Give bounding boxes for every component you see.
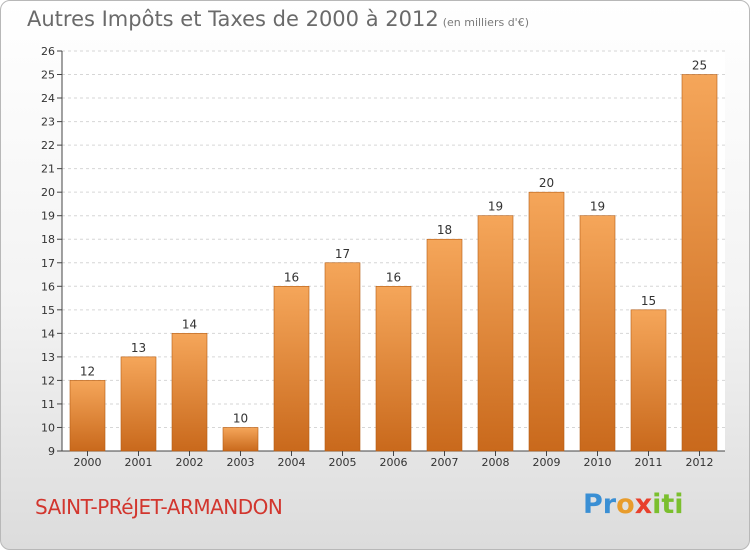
bar-2004 — [273, 285, 310, 452]
y-tick-label: 25 — [41, 69, 55, 82]
x-tick-label: 2001 — [125, 456, 153, 469]
y-tick-label: 14 — [41, 327, 55, 340]
x-tick-label: 2008 — [482, 456, 510, 469]
logo-letter: i — [674, 489, 684, 520]
bar-2002 — [171, 333, 208, 452]
bar-2001 — [120, 356, 157, 452]
logo-letter: x — [634, 489, 653, 520]
logo-letter: r — [602, 489, 617, 520]
bar-2012 — [681, 74, 718, 452]
data-label: 10 — [233, 411, 248, 425]
bar-2008 — [477, 215, 514, 452]
data-label: 25 — [692, 59, 707, 73]
proxiti-logo: Proxiti — [583, 489, 684, 520]
bar-2006 — [375, 285, 412, 452]
chart-title: Autres Impôts et Taxes de 2000 à 2012 (en… — [27, 7, 529, 31]
y-tick-label: 22 — [41, 139, 55, 152]
bar-2005 — [324, 262, 361, 452]
y-tick-label: 16 — [41, 280, 55, 293]
y-tick-label: 21 — [41, 163, 55, 176]
data-label: 16 — [386, 270, 401, 284]
x-tick-label: 2005 — [329, 456, 357, 469]
x-tick-label: 2006 — [380, 456, 408, 469]
data-label: 14 — [182, 317, 197, 331]
data-label: 13 — [131, 341, 146, 355]
y-tick-label: 23 — [41, 116, 55, 129]
commune-name: SAINT-PRéJET-ARMANDON — [35, 495, 283, 519]
y-tick-label: 15 — [41, 304, 55, 317]
x-tick-label: 2011 — [635, 456, 663, 469]
x-tick-label: 2007 — [431, 456, 459, 469]
y-tick-label: 26 — [41, 45, 55, 58]
data-label: 20 — [539, 176, 554, 190]
data-label: 19 — [488, 200, 503, 214]
bar-2000 — [69, 380, 106, 452]
data-label: 17 — [335, 247, 350, 261]
x-tick-label: 2010 — [584, 456, 612, 469]
x-tick-label: 2002 — [176, 456, 204, 469]
bar-2007 — [426, 238, 463, 452]
y-tick-label: 11 — [41, 398, 55, 411]
bar-2009 — [528, 191, 565, 452]
data-label: 12 — [80, 364, 95, 378]
x-tick-label: 2009 — [533, 456, 561, 469]
x-tick-label: 2004 — [278, 456, 306, 469]
bar-2011 — [630, 309, 667, 452]
y-tick-label: 9 — [48, 445, 55, 458]
chart-unit: (en milliers d'€) — [442, 16, 529, 29]
y-tick-label: 17 — [41, 257, 55, 270]
logo-letter: P — [583, 489, 603, 520]
y-tick-label: 18 — [41, 233, 55, 246]
data-label: 18 — [437, 223, 452, 237]
y-tick-label: 10 — [41, 421, 55, 434]
bar-2003 — [222, 427, 259, 452]
y-tick-label: 19 — [41, 210, 55, 223]
y-tick-label: 20 — [41, 186, 55, 199]
x-tick-label: 2000 — [74, 456, 102, 469]
chart-title-text: Autres Impôts et Taxes de 2000 à 2012 — [27, 7, 439, 31]
logo-letter: i — [652, 489, 662, 520]
logo-letter: o — [616, 489, 635, 520]
y-tick-label: 13 — [41, 351, 55, 364]
data-label: 16 — [284, 270, 299, 284]
data-label: 19 — [590, 200, 605, 214]
data-label: 15 — [641, 294, 656, 308]
x-tick-label: 2012 — [686, 456, 714, 469]
y-tick-label: 24 — [41, 92, 55, 105]
y-tick-label: 12 — [41, 374, 55, 387]
logo-letter: t — [661, 489, 675, 520]
bar-chart: 9 10 11 12 13 14 15 16 17 18 19 20 21 22 23 24 25 26 12 200… — [41, 45, 725, 469]
bar-2010 — [579, 215, 616, 452]
x-tick-label: 2003 — [227, 456, 255, 469]
